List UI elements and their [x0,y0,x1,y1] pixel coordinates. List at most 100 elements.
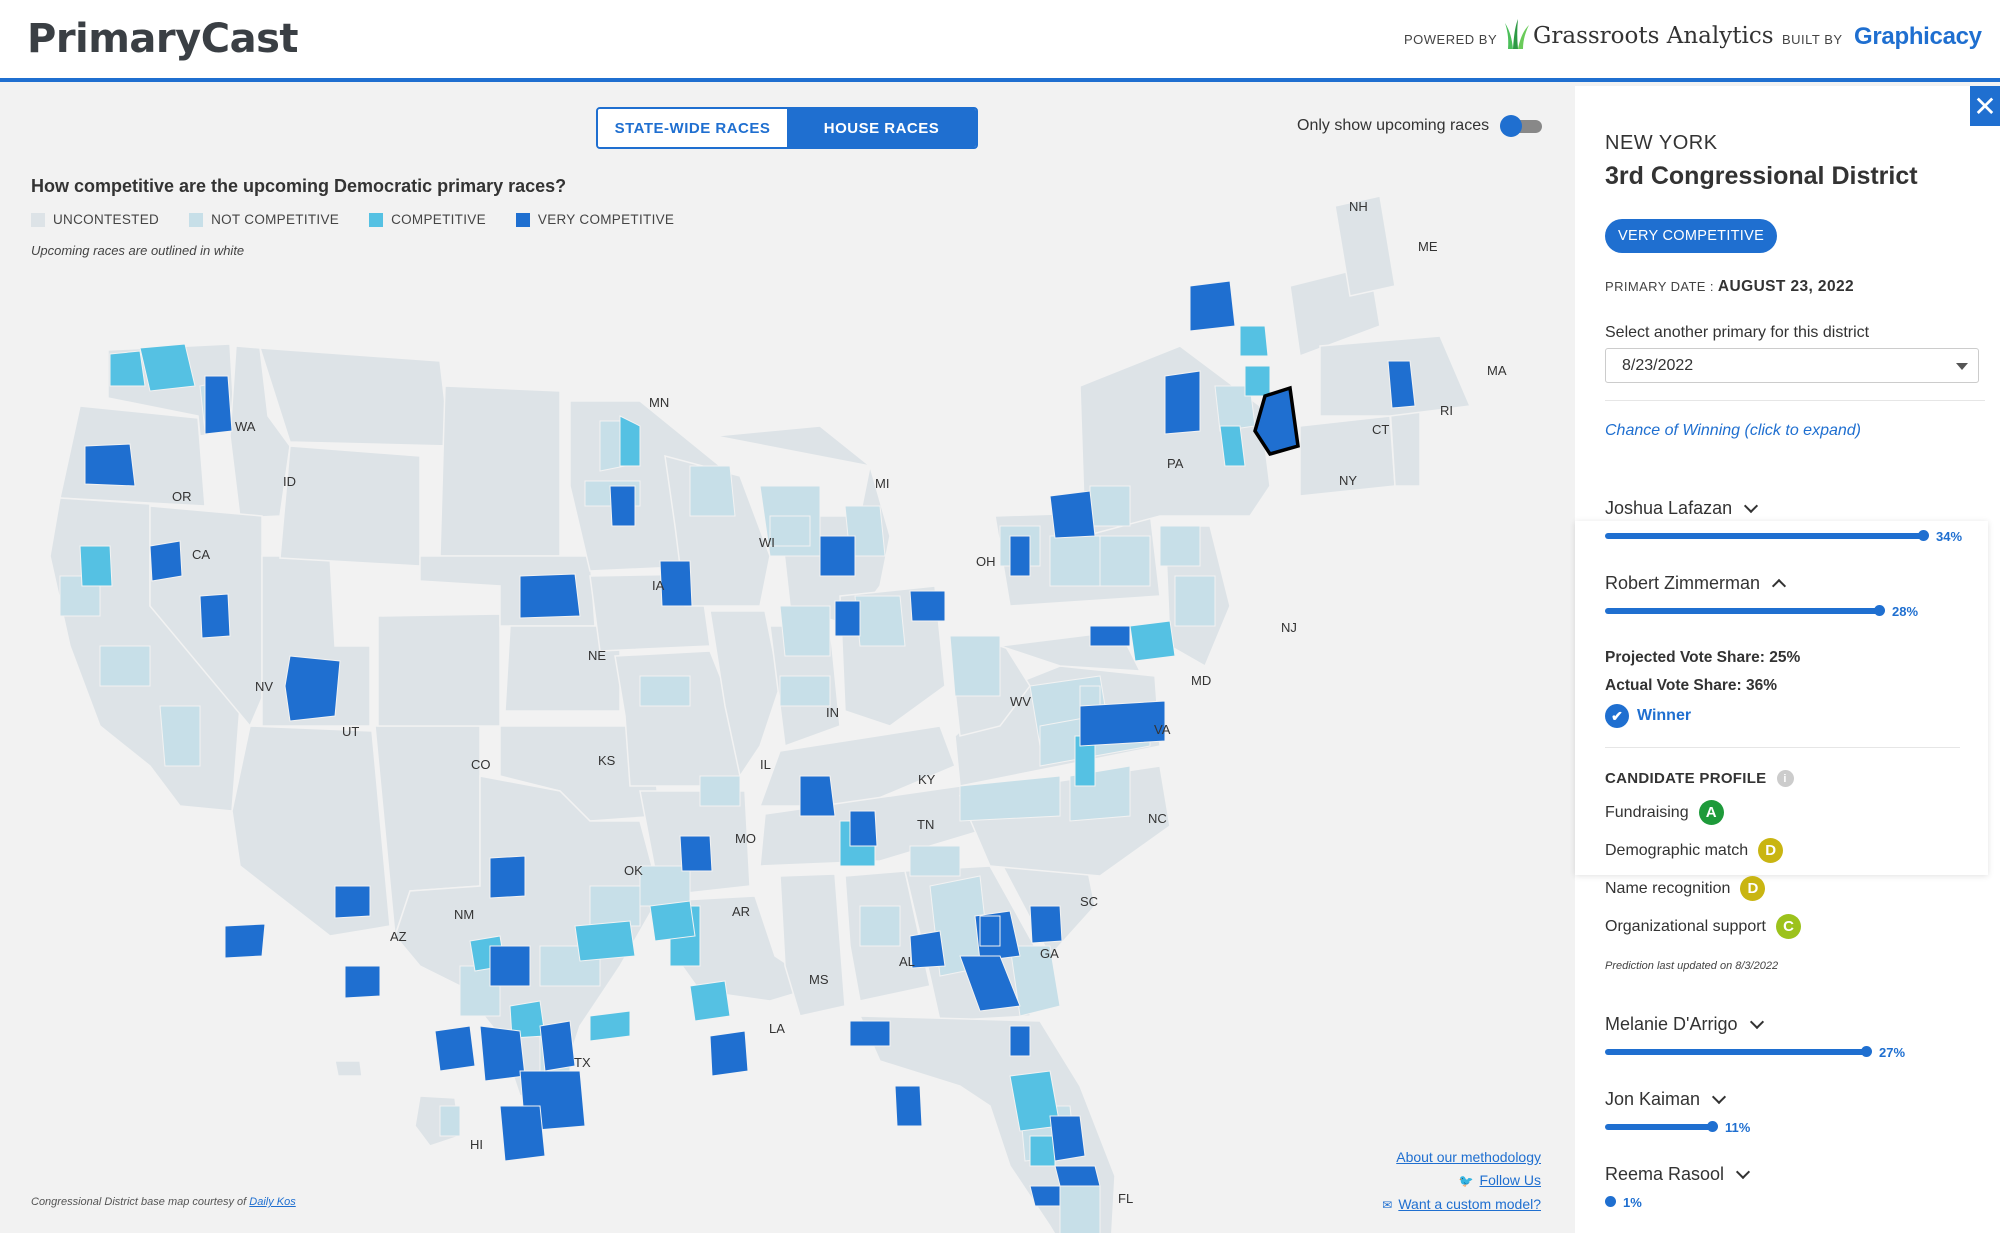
bar-fill [1605,608,1880,614]
grade-fundraising: Fundraising A [1605,800,1724,825]
candidate-name-text: Robert Zimmerman [1605,573,1761,593]
methodology-link[interactable]: About our methodology [1396,1149,1541,1165]
candidate-row[interactable]: Melanie D'Arrigo 27% [1605,1014,1985,1061]
divider [1605,400,1985,401]
upcoming-toggle-label: Only show upcoming races [1297,117,1490,134]
select-value: 8/23/2022 [1622,356,1694,374]
race-type-toggle: STATE-WIDE RACES HOUSE RACES [596,107,978,149]
grade-label: Fundraising [1605,803,1689,821]
svg-text:NV: NV [255,679,273,694]
svg-text:HI: HI [470,1137,483,1152]
check-icon: ✔ [1605,704,1629,728]
svg-text:OR: OR [172,489,192,504]
svg-text:MA: MA [1487,363,1507,378]
upcoming-toggle-switch[interactable] [1500,115,1542,137]
grade-label: Demographic match [1605,841,1749,859]
svg-text:TN: TN [917,817,934,832]
custom-model-link[interactable]: Want a custom model? [1398,1196,1541,1212]
tab-statewide-races[interactable]: STATE-WIDE RACES [598,109,787,147]
credit-text: Congressional District base map courtesy… [31,1196,247,1208]
grade-label: Organizational support [1605,917,1766,935]
win-probability-bar: 27% [1605,1043,1985,1061]
svg-text:KY: KY [918,772,936,787]
svg-text:WV: WV [1010,694,1031,709]
candidate-name-text: Jon Kaiman [1605,1089,1701,1109]
select-primary-label: Select another primary for this district [1605,324,1870,341]
expanded-candidate-card [1575,521,1988,875]
svg-text:MD: MD [1191,673,1211,688]
projected-vote-share: Projected Vote Share: 25% [1605,649,1801,666]
candidate-name: Joshua Lafazan [1605,498,1985,519]
legend-label: NOT COMPETITIVE [211,212,340,227]
district-state: NEW YORK [1605,132,1718,154]
candidate-name-text: Joshua Lafazan [1605,498,1733,518]
grade-badge: D [1758,838,1784,863]
grade-badge: C [1775,914,1801,939]
actual-vote-share: Actual Vote Share: 36% [1605,677,1777,694]
grade-badge: A [1698,800,1724,825]
candidate-row-expanded[interactable]: Robert Zimmerman 28% [1605,573,1985,620]
district-detail-panel: NEW YORK 3rd Congressional District VERY… [1575,86,2000,1233]
bar-fill [1605,1049,1867,1055]
legend-item-not-competitive: NOT COMPETITIVE [189,212,339,227]
chance-of-winning-link[interactable]: Chance of Winning (click to expand) [1605,422,1861,439]
legend-item-competitive: COMPETITIVE [369,212,486,227]
map-credit: Congressional District base map courtesy… [31,1196,296,1208]
grassroots-logo[interactable]: Grassroots Analytics [1505,19,1774,49]
legend-swatch [515,212,530,227]
svg-text:NM: NM [454,907,474,922]
graphicacy-brand[interactable]: Graphicacy [1854,23,1982,50]
competitiveness-badge: VERY COMPETITIVE [1605,219,1778,253]
bar-dot [1861,1046,1872,1057]
candidate-name: Robert Zimmerman [1605,573,1985,594]
svg-text:UT: UT [342,724,359,739]
win-probability-bar: 28% [1605,602,1985,620]
legend-item-very-competitive: VERY COMPETITIVE [515,212,674,227]
svg-text:MI: MI [875,476,889,491]
grade-organizational-support: Organizational support C [1605,914,1801,939]
grade-demographic-match: Demographic match D [1605,838,1784,863]
follow-us-link[interactable]: Follow Us [1479,1172,1541,1188]
grassroots-brand: Grassroots Analytics [1533,23,1774,49]
chevron-down-icon [1744,498,1759,514]
svg-text:TX: TX [574,1055,591,1070]
primary-date-select[interactable]: 8/23/2022 [1605,348,1979,383]
candidate-row[interactable]: Jon Kaiman 11% [1605,1089,1985,1136]
powered-by-label: POWERED BY [1404,32,1498,47]
svg-text:IN: IN [826,705,839,720]
info-icon[interactable]: i [1776,770,1794,787]
candidate-name-text: Reema Rasool [1605,1164,1725,1184]
footer-links: About our methodology 🐦 Follow Us ✉ Want a… [1382,1146,1541,1217]
svg-text:OK: OK [624,863,643,878]
primary-date-value: AUGUST 23, 2022 [1717,278,1855,295]
state-labels: WA OR ID CA NV UT AZ NM CO MN WI IA NE KS OK TX MO A… [172,199,1507,1206]
svg-text:LA: LA [769,1021,785,1036]
map-panel: WA OR ID CA NV UT AZ NM CO MN WI IA NE KS OK TX MO A… [0,86,1575,1233]
legend-label: UNCONTESTED [53,212,160,227]
daily-kos-link[interactable]: Daily Kos [249,1196,296,1208]
chevron-down-icon [1711,1089,1727,1105]
bar-dot [1918,530,1929,541]
us-district-map[interactable]: WA OR ID CA NV UT AZ NM CO MN WI IA NE KS OK TX MO A… [0,86,1575,1233]
win-pct: 1% [1623,1195,1642,1210]
chevron-up-icon [1771,578,1787,594]
win-pct: 27% [1879,1045,1906,1060]
chevron-down-icon [1956,363,1968,370]
win-pct: 34% [1936,529,1963,544]
close-panel-button[interactable]: ✕ [1970,86,2000,126]
svg-text:IA: IA [652,578,665,593]
tab-house-races[interactable]: HOUSE RACES [787,109,976,147]
legend: UNCONTESTED NOT COMPETITIVE COMPETITIVE … [31,212,674,227]
candidate-name: Melanie D'Arrigo [1605,1014,1985,1035]
legend-label: COMPETITIVE [391,212,486,227]
primary-date-label: PRIMARY DATE : [1605,279,1714,294]
candidate-row[interactable]: Joshua Lafazan 34% [1605,498,1985,545]
grass-icon [1505,19,1529,49]
candidate-row[interactable]: Reema Rasool 1% [1605,1164,1985,1211]
competitive-districts [79,325,1271,1167]
svg-text:KS: KS [598,753,616,768]
winner-badge: ✔ Winner [1605,704,1691,728]
grade-label: Name recognition [1605,879,1731,897]
app-title[interactable]: PrimaryCast [27,16,299,62]
winner-label: Winner [1637,707,1692,724]
